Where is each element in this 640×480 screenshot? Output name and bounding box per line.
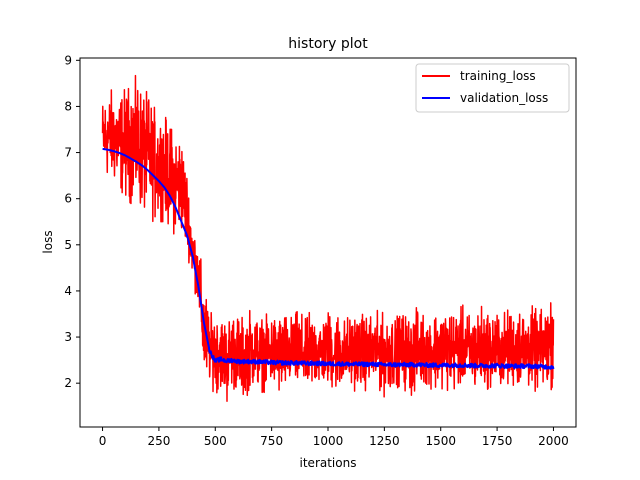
x-tick-label: 750 — [260, 434, 283, 448]
y-axis-title: loss — [41, 230, 55, 253]
y-tick-label: 9 — [64, 53, 72, 67]
x-axis-title: iterations — [300, 456, 357, 470]
series-line-training-loss — [101, 74, 555, 403]
x-tick-label: 250 — [147, 434, 170, 448]
y-tick-label: 2 — [64, 376, 72, 390]
y-tick-label: 4 — [64, 284, 72, 298]
y-tick-label: 7 — [64, 146, 72, 160]
y-tick-label: 3 — [64, 330, 72, 344]
x-tick-label: 500 — [204, 434, 227, 448]
legend-label-training-loss: training_loss — [460, 69, 536, 83]
x-tick-label: 2000 — [538, 434, 569, 448]
x-tick-label: 1000 — [313, 434, 344, 448]
x-axis: 0 250 500 750 1000 1250 1500 1750 2000 — [99, 427, 569, 448]
series-line-validation-loss — [102, 147, 555, 370]
y-tick-label: 5 — [64, 238, 72, 252]
chart-title: history plot — [288, 36, 368, 52]
y-axis: 2 3 4 5 6 7 8 9 — [64, 53, 80, 390]
x-tick-label: 0 — [99, 434, 107, 448]
x-tick-label: 1750 — [482, 434, 513, 448]
plot-area — [101, 74, 555, 403]
legend-label-validation-loss: validation_loss — [460, 91, 548, 105]
x-tick-label: 1250 — [369, 434, 400, 448]
y-tick-label: 8 — [64, 99, 72, 113]
legend: training_loss validation_loss — [415, 63, 570, 113]
legend-box — [415, 63, 570, 113]
x-tick-label: 1500 — [425, 434, 456, 448]
y-tick-label: 6 — [64, 192, 72, 206]
